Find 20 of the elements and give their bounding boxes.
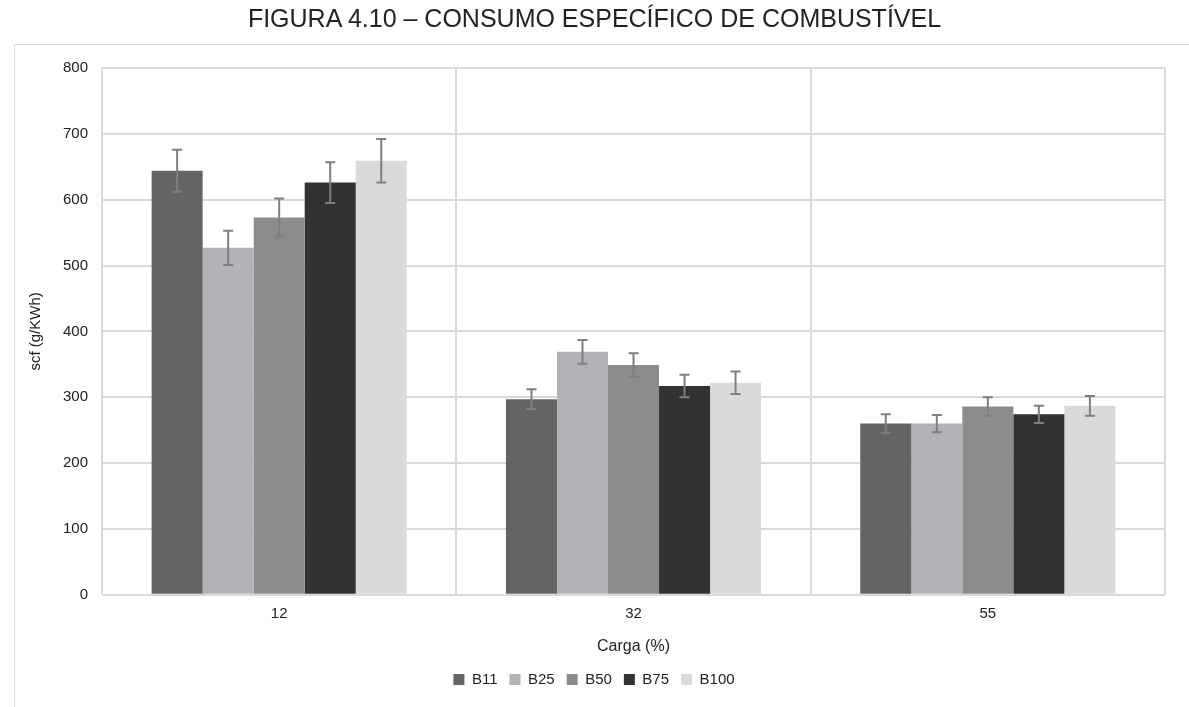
y-tick-label: 500 — [63, 255, 89, 273]
x-tick-label: 12 — [270, 603, 288, 621]
y-tick-label: 800 — [63, 58, 89, 76]
chart-title: FIGURA 4.10 – CONSUMO ESPECÍFICO DE COMBUSTÍVEL — [246, 4, 943, 33]
y-tick-label: 600 — [63, 189, 89, 207]
y-tick-label: 700 — [63, 123, 89, 141]
y-tick-label: 200 — [63, 453, 89, 471]
y-tick-label: 400 — [63, 321, 89, 339]
legend-label: B50 — [585, 669, 612, 687]
legend-label: B11 — [471, 669, 498, 687]
y-tick-label: 100 — [63, 519, 89, 537]
y-tick-label: 0 — [79, 584, 89, 602]
legend-label: B25 — [527, 669, 555, 687]
x-tick-label: 55 — [979, 603, 997, 621]
legend-label: B75 — [642, 669, 670, 687]
x-tick-label: 32 — [625, 603, 642, 621]
y-axis-title: scf (g/KWh) — [26, 292, 44, 371]
legend-label: B100 — [699, 669, 735, 687]
x-axis-title: Carga (%) — [597, 636, 670, 654]
y-tick-label: 300 — [63, 387, 89, 405]
